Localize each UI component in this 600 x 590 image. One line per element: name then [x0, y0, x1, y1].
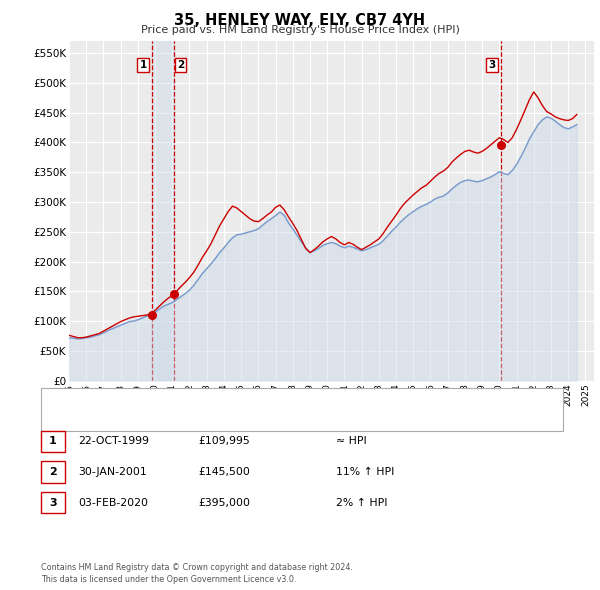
- Text: 2: 2: [177, 60, 184, 70]
- Text: 2% ↑ HPI: 2% ↑ HPI: [336, 498, 388, 507]
- Text: This data is licensed under the Open Government Licence v3.0.: This data is licensed under the Open Gov…: [41, 575, 296, 584]
- Text: 11% ↑ HPI: 11% ↑ HPI: [336, 467, 394, 477]
- Text: ≈ HPI: ≈ HPI: [336, 437, 367, 446]
- Text: HPI: Average price, detached house, East Cambridgeshire: HPI: Average price, detached house, East…: [87, 414, 389, 424]
- Text: 30-JAN-2001: 30-JAN-2001: [78, 467, 147, 477]
- Text: £395,000: £395,000: [198, 498, 250, 507]
- Text: 2: 2: [49, 467, 56, 477]
- Text: ——: ——: [51, 395, 65, 405]
- Text: 22-OCT-1999: 22-OCT-1999: [78, 437, 149, 446]
- Bar: [152, 41, 173, 381]
- Text: 3: 3: [49, 498, 56, 507]
- Text: Contains HM Land Registry data © Crown copyright and database right 2024.: Contains HM Land Registry data © Crown c…: [41, 563, 353, 572]
- Text: 03-FEB-2020: 03-FEB-2020: [78, 498, 148, 507]
- Text: ——: ——: [51, 414, 65, 424]
- Text: 35, HENLEY WAY, ELY, CB7 4YH: 35, HENLEY WAY, ELY, CB7 4YH: [175, 13, 425, 28]
- Text: 3: 3: [488, 60, 496, 70]
- Text: £145,500: £145,500: [198, 467, 250, 477]
- Text: Price paid vs. HM Land Registry's House Price Index (HPI): Price paid vs. HM Land Registry's House …: [140, 25, 460, 35]
- Text: 1: 1: [140, 60, 147, 70]
- Text: 1: 1: [49, 437, 56, 446]
- Text: £109,995: £109,995: [198, 437, 250, 446]
- Text: 35, HENLEY WAY, ELY, CB7 4YH (detached house): 35, HENLEY WAY, ELY, CB7 4YH (detached h…: [87, 395, 343, 405]
